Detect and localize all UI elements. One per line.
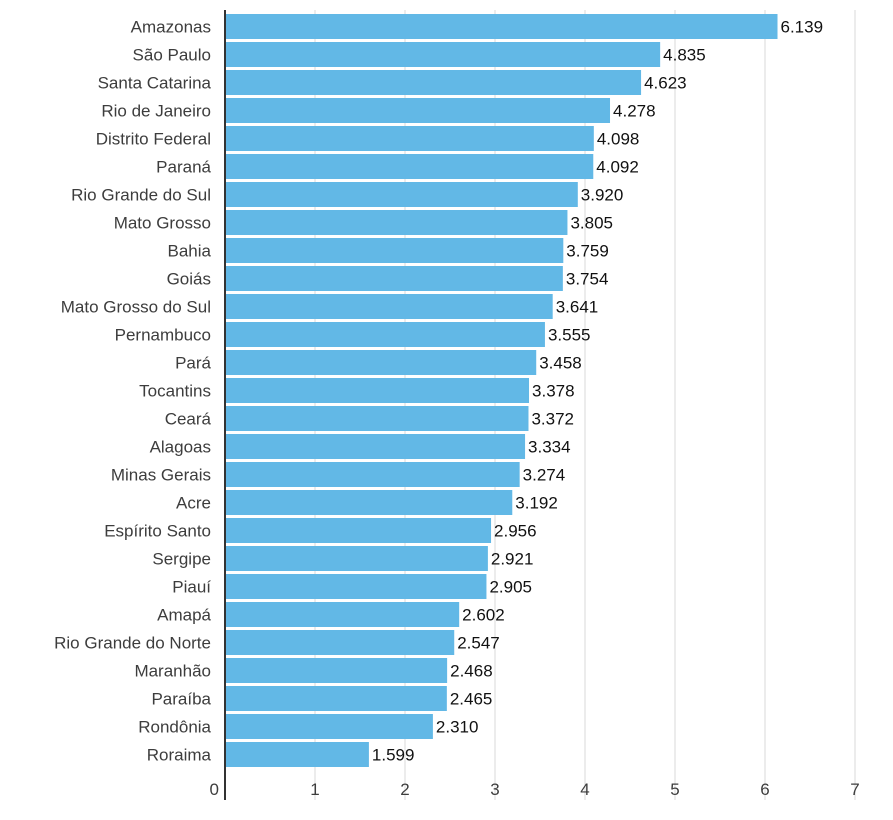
value-label: 2.905 [489, 578, 532, 597]
bar [225, 630, 455, 655]
category-label: Mato Grosso do Sul [61, 298, 211, 317]
x-tick-label: 7 [850, 780, 859, 799]
category-label: Rio de Janeiro [101, 102, 211, 121]
bar [225, 70, 642, 95]
category-label: Mato Grosso [114, 214, 211, 233]
value-label: 3.555 [548, 326, 591, 345]
value-label: 4.092 [596, 158, 639, 177]
category-label: Roraima [147, 746, 212, 765]
category-label: Acre [176, 494, 211, 513]
bar [225, 182, 578, 207]
value-label: 6.139 [781, 18, 824, 37]
category-label: Paraíba [151, 690, 211, 709]
bar [225, 98, 611, 123]
bar [225, 126, 594, 151]
category-label: Minas Gerais [111, 466, 211, 485]
value-label: 3.334 [528, 438, 571, 457]
value-label: 2.547 [457, 634, 500, 653]
value-label: 4.835 [663, 46, 706, 65]
bar [225, 742, 369, 767]
category-label: Pernambuco [115, 326, 211, 345]
category-label: Goiás [167, 270, 211, 289]
x-tick-label: 3 [490, 780, 499, 799]
category-label: Espírito Santo [104, 522, 211, 541]
category-label: Piauí [172, 578, 211, 597]
value-label: 3.641 [556, 298, 599, 317]
x-tick-label: 5 [670, 780, 679, 799]
value-label: 2.465 [450, 690, 493, 709]
bar [225, 210, 568, 235]
bar [225, 462, 520, 487]
value-label: 4.623 [644, 74, 687, 93]
bar [225, 322, 545, 347]
bar [225, 406, 529, 431]
bar [225, 518, 492, 543]
value-label: 3.759 [566, 242, 609, 261]
category-label: Sergipe [152, 550, 211, 569]
value-label: 2.468 [450, 662, 493, 681]
bar [225, 294, 553, 319]
category-label: Amapá [157, 606, 211, 625]
category-label: Alagoas [150, 438, 211, 457]
bar [225, 350, 537, 375]
category-label: Pará [175, 354, 211, 373]
category-label: Rio Grande do Norte [54, 634, 211, 653]
category-label: Distrito Federal [96, 130, 211, 149]
value-label: 3.378 [532, 382, 575, 401]
value-label: 2.602 [462, 606, 505, 625]
bar [225, 490, 513, 515]
value-label: 1.599 [372, 746, 415, 765]
category-label: Paraná [156, 158, 211, 177]
bar [225, 434, 526, 459]
value-label: 3.754 [566, 270, 609, 289]
value-label: 3.920 [581, 186, 624, 205]
bar [225, 546, 488, 571]
bar [225, 714, 433, 739]
category-label: São Paulo [133, 46, 211, 65]
bar [225, 378, 530, 403]
bar [225, 686, 447, 711]
value-label: 2.956 [494, 522, 537, 541]
category-label: Amazonas [131, 18, 211, 37]
x-tick-label: 1 [310, 780, 319, 799]
value-label: 4.278 [613, 102, 656, 121]
category-label: Tocantins [139, 382, 211, 401]
x-tick-label: 6 [760, 780, 769, 799]
value-label: 4.098 [597, 130, 640, 149]
category-label: Bahia [168, 242, 212, 261]
bar [225, 574, 487, 599]
bar [225, 602, 460, 627]
value-label: 3.458 [539, 354, 582, 373]
bar [225, 154, 594, 179]
labels: 0 1 2 3 4 5 6 7 Amazonas 6.139 São Paulo 4.835 Santa… [54, 18, 860, 800]
value-label: 2.921 [491, 550, 534, 569]
bar [225, 658, 448, 683]
x-tick-label: 4 [580, 780, 589, 799]
value-label: 3.372 [531, 410, 574, 429]
value-label: 3.274 [523, 466, 566, 485]
value-label: 3.805 [570, 214, 613, 233]
category-label: Rondônia [138, 718, 211, 737]
category-label: Rio Grande do Sul [71, 186, 211, 205]
value-label: 2.310 [436, 718, 479, 737]
bar [225, 42, 661, 67]
bars [225, 14, 778, 767]
bar [225, 14, 778, 39]
x-tick-label: 2 [400, 780, 409, 799]
bar [225, 266, 563, 291]
bar [225, 238, 564, 263]
value-label: 3.192 [515, 494, 558, 513]
x-tick-label: 0 [210, 780, 219, 799]
category-label: Maranhão [134, 662, 211, 681]
category-label: Ceará [165, 410, 212, 429]
category-label: Santa Catarina [98, 74, 212, 93]
